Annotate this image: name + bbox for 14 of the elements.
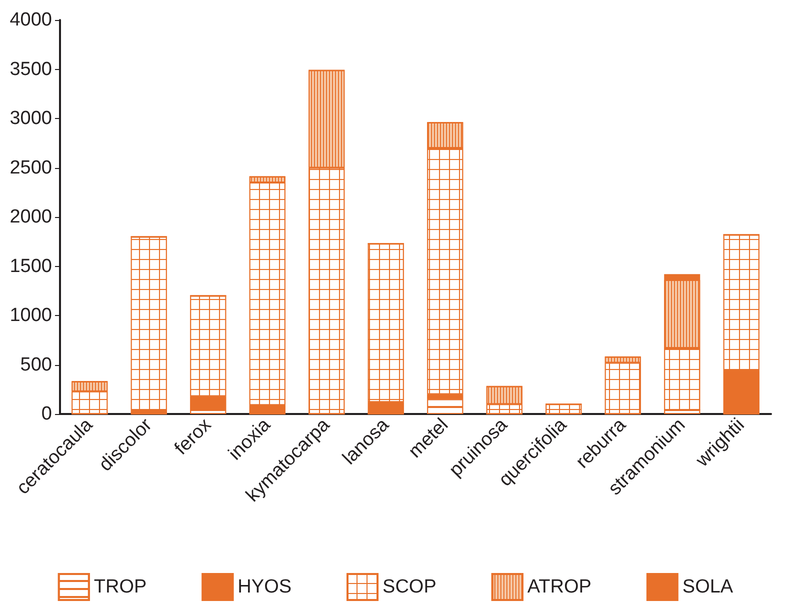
legend-label: SCOP (382, 576, 436, 598)
legend-label: HYOS (238, 576, 292, 598)
legend-label: TROP (94, 576, 147, 598)
y-tick-label: 4000 (10, 10, 52, 30)
legend-label: ATROP (527, 576, 592, 598)
y-tick-label: 2500 (10, 157, 52, 178)
y-tick-label: 1500 (10, 256, 52, 277)
y-tick-label: 2000 (10, 206, 52, 228)
y-tick-label: 0 (41, 404, 52, 424)
legend-label: SOLA (682, 576, 734, 598)
y-tick-label: 500 (20, 354, 52, 376)
y-tick-label: 3000 (10, 108, 52, 129)
y-tick-label: 3500 (10, 58, 52, 80)
y-tick-label: 1000 (10, 305, 52, 326)
